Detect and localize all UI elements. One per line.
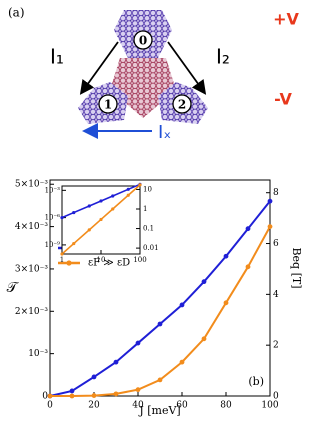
data-point (60, 252, 64, 256)
molecule (78, 10, 208, 124)
y2-tick-label: 4 (273, 290, 279, 300)
x-tick-label: 100 (261, 401, 278, 411)
data-point (157, 377, 163, 383)
data-point (245, 226, 251, 232)
data-point (113, 391, 119, 397)
data-point (201, 336, 207, 342)
current-label: I₁ (50, 45, 64, 69)
data-point (223, 300, 229, 306)
x-tick-label: 60 (176, 401, 188, 411)
y2-tick-label: 1 (143, 205, 147, 213)
x-tick-label: 80 (220, 401, 232, 411)
data-point (138, 183, 142, 187)
y-tick-label: 3×10⁻³ (15, 264, 48, 274)
data-point (267, 198, 273, 204)
data-point (126, 187, 130, 191)
data-point (223, 253, 229, 259)
data-point (126, 193, 130, 197)
data-point (179, 359, 185, 365)
y-tick-label: 10⁻⁶ (45, 214, 61, 222)
panel-label: (b) (248, 375, 264, 388)
site-label: 0 (139, 34, 147, 48)
data-point (135, 340, 141, 346)
site-label: 2 (178, 98, 186, 112)
voltage-label: +V (273, 10, 299, 29)
data-point (60, 216, 64, 220)
data-point (99, 199, 103, 203)
x-tick-label: 1 (60, 256, 64, 264)
panel-label: (a) (8, 6, 25, 20)
y-tick-label: 4×10⁻³ (15, 222, 48, 232)
y-axis-label: 𝒯 (7, 280, 20, 296)
data-point (69, 388, 75, 394)
data-point (72, 210, 76, 215)
data-point (201, 279, 207, 285)
y2-tick-label: 0.01 (143, 244, 159, 252)
legend-label: εF ≫ εD (88, 258, 130, 269)
x-tick-label: 20 (88, 401, 100, 411)
x-tick-label: 10 (97, 256, 106, 264)
y-tick-label: 5×10⁻³ (15, 180, 48, 190)
data-point (245, 264, 251, 270)
data-point (91, 393, 97, 398)
current-label: Iₓ (158, 122, 171, 143)
data-point (179, 302, 185, 308)
data-point (87, 228, 91, 232)
y-tick-label: 10⁻³ (28, 349, 48, 359)
arrow (167, 41, 207, 95)
y-tick-label: 2×10⁻³ (15, 307, 48, 317)
data-point (87, 204, 91, 208)
y2-axis-label: Beq [T] (290, 247, 303, 288)
legend-marker (66, 260, 72, 266)
data-point (47, 393, 53, 399)
data-point (69, 393, 75, 399)
voltage-label: -V (274, 90, 292, 109)
data-point (113, 359, 119, 365)
site-label: 1 (104, 98, 112, 112)
y2-tick-label: 2 (273, 341, 279, 351)
y2-tick-label: 0 (273, 392, 279, 402)
y-tick-label: 10⁻⁹ (45, 241, 61, 249)
y2-tick-label: 8 (273, 188, 279, 198)
data-point (135, 387, 141, 393)
data-point (99, 217, 103, 222)
data-point (111, 207, 115, 211)
data-point (91, 374, 97, 380)
x-tick-label: 100 (133, 256, 146, 264)
data-point (72, 241, 76, 246)
figure: (a) 0 1 2 I₁ I₂ Iₓ +V -V 0 20 40 60 80 100010… (7, 6, 303, 418)
x-axis-label: J [meV] (138, 404, 180, 417)
x-tick-label: 0 (47, 401, 53, 411)
current-label: I₂ (216, 45, 230, 69)
data-point (157, 321, 163, 327)
y-tick-label: 10⁻³ (45, 186, 61, 194)
arrow (79, 41, 119, 95)
data-point (267, 224, 273, 229)
x-tick-label: 40 (132, 401, 144, 411)
y-tick-label: 0 (42, 392, 48, 402)
y2-tick-label: 6 (273, 239, 279, 249)
y2-tick-label: 10 (143, 185, 152, 193)
data-point (111, 194, 115, 198)
y2-tick-label: 0.1 (143, 225, 154, 233)
